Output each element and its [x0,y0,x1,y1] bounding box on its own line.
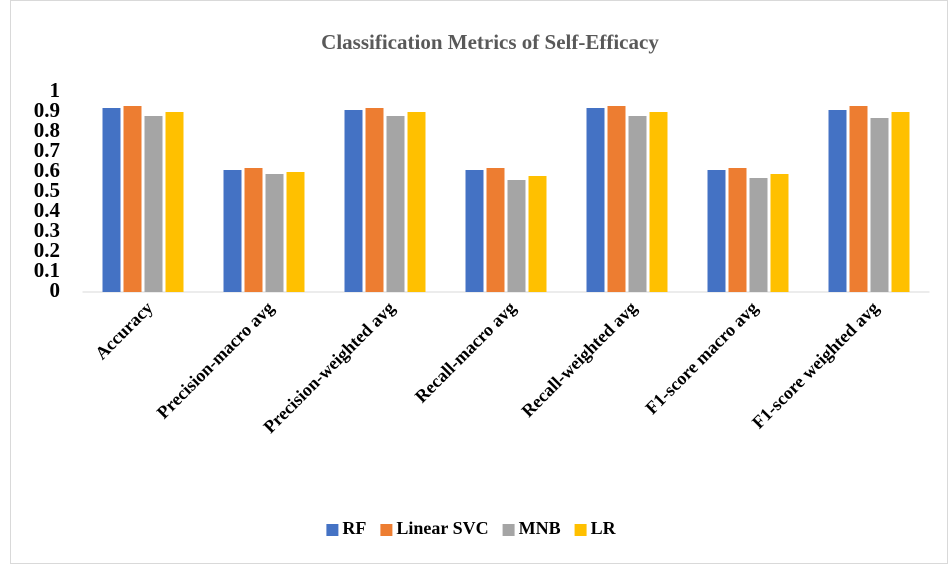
bar [707,170,726,292]
legend-item: LR [574,518,617,538]
legend-item: Linear SVC [380,518,489,538]
bar [344,110,363,292]
legend-label: MNB [519,518,561,538]
y-tick-label: 0.3 [34,218,60,242]
legend-swatch [502,524,515,536]
bar [465,170,484,292]
bar [628,116,647,292]
y-tick-label: 0.7 [34,138,60,162]
legend-swatch [574,524,587,536]
legend-label: Linear SVC [396,518,488,538]
legend-swatch [326,524,339,536]
bar [749,178,768,292]
legend-item: RF [326,518,366,538]
y-tick-label: 0.5 [34,178,60,202]
bar [728,168,747,292]
y-tick-label: 0.6 [34,158,60,182]
bar [102,108,121,292]
bar [649,112,668,292]
bar [265,174,284,292]
bar [386,116,405,292]
bar [586,108,605,292]
y-tick-label: 0 [50,278,61,302]
y-tick-label: 1 [50,78,61,102]
bar [244,168,263,292]
bar [607,106,626,292]
y-tick-label: 0.4 [34,198,61,222]
bar [223,170,242,292]
legend-item: MNB [502,518,561,538]
bar [770,174,789,292]
bar [828,110,847,292]
bar [891,112,910,292]
bar [144,116,163,292]
bar [165,112,184,292]
y-tick-label: 0.8 [34,118,60,142]
bar [507,180,526,292]
legend-label: LR [591,518,617,538]
y-tick-label: 0.1 [34,258,60,282]
bar [407,112,426,292]
bar [286,172,305,292]
chart-title: Classification Metrics of Self-Efficacy [321,30,659,54]
bar [365,108,384,292]
bar [528,176,547,292]
bar [870,118,889,292]
legend-swatch [380,524,393,536]
legend-label: RF [342,518,366,538]
bar [123,106,142,292]
y-tick-label: 0.9 [34,98,60,122]
bar [486,168,505,292]
bar [849,106,868,292]
y-tick-label: 0.2 [34,238,60,262]
